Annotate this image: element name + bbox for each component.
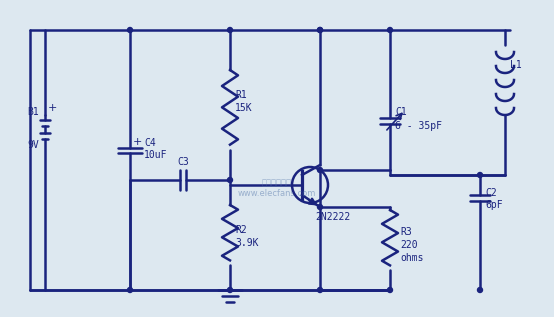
Text: 电子发烧友网
www.elecfans.com: 电子发烧友网 www.elecfans.com bbox=[238, 178, 316, 198]
Text: C4: C4 bbox=[144, 138, 156, 148]
Text: 9V: 9V bbox=[27, 140, 39, 150]
Circle shape bbox=[317, 288, 322, 293]
Circle shape bbox=[317, 28, 322, 33]
Circle shape bbox=[317, 204, 322, 210]
Text: B1: B1 bbox=[27, 107, 39, 117]
Text: R2: R2 bbox=[235, 225, 247, 235]
Text: R1: R1 bbox=[235, 90, 247, 100]
Circle shape bbox=[228, 178, 233, 183]
Text: 6pF: 6pF bbox=[485, 200, 502, 210]
Circle shape bbox=[317, 28, 322, 33]
Text: C2: C2 bbox=[485, 188, 497, 198]
Circle shape bbox=[478, 172, 483, 178]
Text: 10uF: 10uF bbox=[144, 150, 167, 160]
Circle shape bbox=[228, 28, 233, 33]
Text: L1: L1 bbox=[510, 60, 522, 70]
Text: 6 - 35pF: 6 - 35pF bbox=[395, 121, 442, 131]
Text: 2N2222: 2N2222 bbox=[315, 212, 350, 222]
Circle shape bbox=[387, 288, 392, 293]
Text: C1: C1 bbox=[395, 107, 407, 117]
Text: R3: R3 bbox=[400, 227, 412, 237]
Text: 220: 220 bbox=[400, 240, 418, 250]
Text: C3: C3 bbox=[177, 157, 189, 167]
Text: +: + bbox=[48, 103, 58, 113]
Text: 15K: 15K bbox=[235, 103, 253, 113]
Circle shape bbox=[127, 288, 132, 293]
Circle shape bbox=[478, 288, 483, 293]
Text: +: + bbox=[133, 137, 142, 147]
Circle shape bbox=[317, 167, 322, 172]
Text: 3.9K: 3.9K bbox=[235, 238, 259, 248]
Circle shape bbox=[387, 28, 392, 33]
Circle shape bbox=[127, 28, 132, 33]
Text: ohms: ohms bbox=[400, 253, 423, 263]
Circle shape bbox=[228, 288, 233, 293]
